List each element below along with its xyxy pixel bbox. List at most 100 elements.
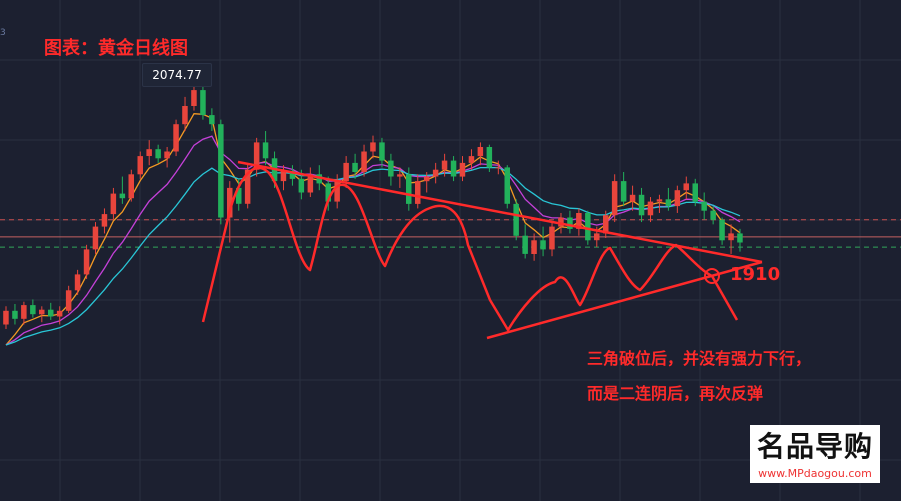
candle-body [629, 194, 636, 202]
candle-body [119, 193, 126, 199]
candle-body [101, 214, 108, 227]
candle-body [128, 174, 134, 199]
candle-body [423, 176, 430, 182]
candle-body [388, 160, 394, 177]
candle-body [227, 187, 233, 218]
candle-body [719, 219, 725, 241]
candle-body [495, 167, 501, 169]
candle-body [191, 90, 197, 106]
peak-price-tag: 2074.77 [142, 63, 212, 87]
candle-body [486, 147, 493, 168]
level-1910-label: 1910 [730, 264, 781, 285]
triangle-lower-line [486, 260, 763, 340]
candle-body [182, 106, 188, 125]
candle-body [361, 151, 367, 172]
candle-body [253, 142, 260, 170]
candle-body [236, 187, 242, 204]
candle-body [504, 167, 510, 204]
candle-body [200, 90, 206, 116]
candle-body [656, 199, 663, 202]
candle-body [173, 124, 179, 152]
candle-body [737, 233, 743, 243]
ma-line-2 [5, 135, 741, 346]
candle-body [549, 226, 555, 250]
candle-body [280, 170, 287, 182]
candle-body [477, 147, 484, 157]
candle-body [522, 235, 528, 254]
breakout-marker [704, 268, 720, 284]
candle-body [540, 240, 546, 250]
candle-body [576, 213, 582, 229]
candle-body [585, 213, 591, 241]
candle-body [603, 215, 609, 234]
candle-body [352, 162, 358, 172]
candle-body [110, 193, 117, 215]
candle-body [450, 160, 457, 177]
candle-body [406, 174, 412, 204]
candle-body [289, 170, 296, 179]
candle-body [567, 217, 573, 229]
candle-body [12, 310, 18, 319]
candle-body [48, 309, 54, 317]
candle-body [701, 201, 707, 211]
candle-body [146, 149, 152, 156]
candle-body [262, 142, 269, 159]
candle-body [638, 194, 645, 216]
wave-pattern-line [201, 166, 739, 332]
candle-body [441, 160, 448, 170]
candle-body [647, 201, 654, 216]
candle-body [594, 233, 600, 241]
candle-body [30, 305, 36, 315]
candle-body [459, 162, 466, 177]
candle-body [611, 181, 618, 216]
watermark-brand: 名品导购 [756, 430, 873, 463]
candle-body [325, 183, 331, 202]
candle-body [244, 169, 251, 204]
candle-body [683, 183, 689, 191]
candles [3, 80, 743, 330]
candle-body [21, 305, 27, 319]
candle-body [316, 174, 322, 184]
candle-body [92, 226, 99, 250]
candle-body [513, 203, 519, 236]
candle-body [137, 156, 143, 175]
candle-body [692, 183, 698, 202]
horizontal-levels [0, 219, 901, 248]
candle-body [74, 274, 81, 291]
pattern-annotations [201, 160, 763, 340]
annotation-line-1: 三角破位后，并没有强力下行， [587, 349, 812, 368]
candle-body [83, 249, 90, 275]
candle-body [218, 124, 224, 218]
candle-body [665, 199, 672, 207]
candle-body [343, 162, 349, 182]
candle-body [334, 181, 340, 202]
candle-body [710, 210, 716, 220]
candle-body [370, 142, 376, 152]
candle-body [558, 217, 564, 227]
candle-body [674, 190, 681, 207]
candle-body [531, 240, 537, 254]
watermark-url: www.MPdaogou.com [758, 466, 872, 480]
candle-body [728, 233, 734, 241]
candle-body [620, 181, 627, 202]
candle-body [298, 178, 305, 193]
candle-body [3, 310, 9, 325]
candle-body [155, 149, 161, 159]
candle-body [65, 290, 72, 311]
edge-label: 3 [0, 28, 6, 38]
ma-line-3 [5, 166, 741, 346]
candle-body [39, 309, 45, 315]
candle-body [209, 115, 215, 125]
candle-body [307, 174, 314, 193]
annotation-line-2: 而是二连阴后，再次反弹 [587, 384, 764, 403]
candle-body [379, 142, 385, 161]
candle-body [397, 174, 403, 177]
candle-body [415, 181, 421, 204]
candle-body [164, 151, 170, 159]
watermark-logo: 名品导购 www.MPdaogou.com [750, 425, 880, 483]
candle-body [56, 310, 63, 317]
candle-body [468, 156, 475, 163]
candle-body [432, 169, 439, 177]
chart-title: 图表：黄金日线图 [44, 38, 188, 59]
